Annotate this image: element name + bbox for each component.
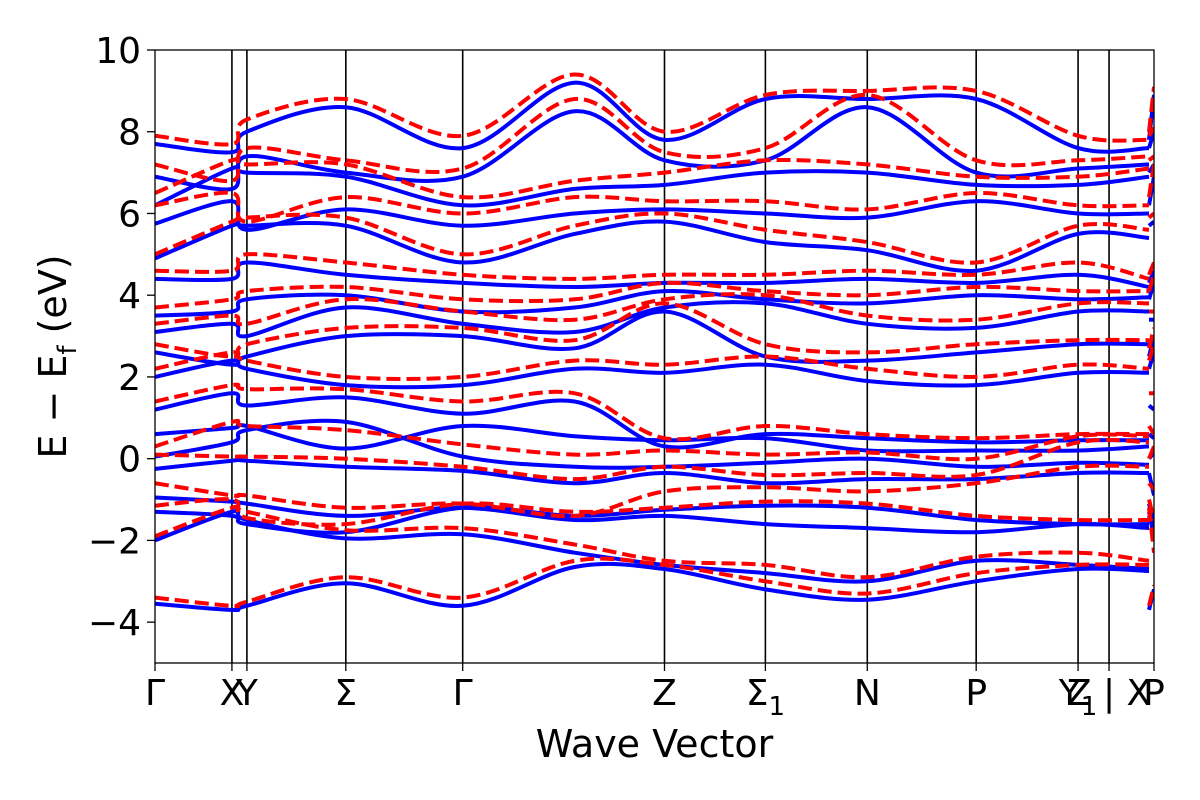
band-line-dashed xyxy=(1147,274,1154,292)
band-line-solid xyxy=(155,260,1150,289)
band-line-solid xyxy=(1147,403,1154,412)
band-line-solid xyxy=(1147,220,1154,228)
band-line-dashed xyxy=(1147,154,1154,162)
x-tick-label: P xyxy=(965,673,987,714)
band-line-dashed xyxy=(155,211,1150,265)
band-line-dashed xyxy=(155,504,1150,580)
x-tick-label: X xyxy=(220,673,245,714)
band-lines xyxy=(155,72,1154,613)
x-tick-label: Γ xyxy=(145,673,165,714)
band-line-dashed xyxy=(155,350,1150,381)
band-line-dashed xyxy=(155,280,1150,310)
y-tick-label: 4 xyxy=(118,276,141,317)
y-axis-label: E − Ef (eV) xyxy=(31,254,83,458)
x-axis-ticks: Γ XY Σ Γ Z Σ1 N P Y1Z | XP xyxy=(145,663,1165,722)
band-line-dashed xyxy=(1147,499,1154,521)
band-line-solid xyxy=(155,561,1150,613)
band-line-dashed xyxy=(155,92,1150,184)
band-line-solid xyxy=(155,358,1150,390)
band-line-solid xyxy=(155,300,1150,339)
band-line-dashed xyxy=(155,156,1150,200)
band-line-solid xyxy=(155,503,1150,535)
x-tick-label: Z xyxy=(652,673,677,714)
band-line-solid xyxy=(155,495,1150,535)
band-line-solid xyxy=(155,457,1150,486)
x-tick-label: N xyxy=(854,673,881,714)
band-line-dashed xyxy=(155,463,1150,519)
band-line-solid xyxy=(155,219,1150,273)
band-line-dashed xyxy=(155,252,1150,281)
band-line-dashed xyxy=(1147,86,1154,132)
band-line-dashed xyxy=(1147,327,1154,349)
band-line-dashed xyxy=(1147,445,1154,460)
band-line-solid xyxy=(155,80,1150,155)
y-tick-label: 6 xyxy=(118,194,141,235)
plot-frame xyxy=(154,49,1155,664)
x-tick-label: Y1 xyxy=(1058,673,1098,722)
y-tick-label: −2 xyxy=(88,521,141,562)
band-line-solid xyxy=(155,105,1150,192)
band-line-dashed xyxy=(1147,424,1154,436)
band-line-dashed xyxy=(155,190,1150,224)
band-line-dashed xyxy=(155,418,1150,462)
band-line-dashed xyxy=(1147,343,1154,362)
x-axis-label: Wave Vector xyxy=(536,722,774,766)
y-tick-label: −4 xyxy=(88,603,141,644)
x-tick-label: Γ xyxy=(453,673,473,714)
band-line-solid xyxy=(155,391,1150,450)
x-tick-label: Σ1 xyxy=(746,673,785,722)
y-tick-label: 8 xyxy=(118,113,141,154)
band-line-dashed xyxy=(155,301,1150,359)
band-line-solid xyxy=(155,199,1150,232)
x-tick-label: Σ xyxy=(334,673,357,714)
band-line-dashed xyxy=(155,556,1150,609)
y-tick-label: 10 xyxy=(95,31,141,72)
band-line-dashed xyxy=(1147,584,1154,607)
band-line-solid xyxy=(155,288,1150,318)
band-line-solid xyxy=(155,418,1150,470)
x-tick-label: P xyxy=(1143,673,1165,714)
band-line-solid xyxy=(1147,432,1154,440)
band-line-solid xyxy=(155,164,1150,208)
x-tick-label: Z | X xyxy=(1067,673,1151,714)
x-tick-label: Y xyxy=(235,673,259,714)
band-line-dashed xyxy=(155,292,1150,327)
band-line-dashed xyxy=(155,72,1150,147)
band-line-dashed xyxy=(155,437,1150,482)
y-tick-label: 2 xyxy=(118,358,141,399)
band-line-dashed xyxy=(155,382,1150,442)
band-line-dashed xyxy=(1147,211,1154,220)
y-axis-ticks: −4 −2 0 2 4 6 8 10 xyxy=(88,31,155,644)
y-tick-label: 0 xyxy=(118,440,141,481)
band-line-dashed xyxy=(155,497,1150,527)
band-line-solid xyxy=(155,309,1150,367)
